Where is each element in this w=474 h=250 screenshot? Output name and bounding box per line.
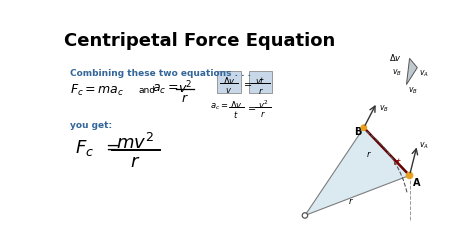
FancyBboxPatch shape (249, 72, 273, 94)
Text: $t$: $t$ (233, 109, 239, 120)
Text: $=$: $=$ (242, 78, 253, 88)
Polygon shape (406, 59, 417, 85)
Text: $a_c =$: $a_c =$ (210, 101, 229, 112)
Polygon shape (305, 128, 410, 216)
Text: $v^2$: $v^2$ (258, 98, 268, 110)
Circle shape (406, 173, 413, 179)
Text: $v_B$: $v_B$ (379, 103, 388, 113)
Text: $r$: $r$ (181, 91, 189, 104)
Text: and: and (138, 85, 155, 94)
Text: $r$: $r$ (348, 195, 354, 205)
Text: B: B (355, 127, 362, 136)
Text: $v_A$: $v_A$ (419, 68, 428, 79)
Text: $r$: $r$ (258, 85, 264, 95)
Text: $mv^2$: $mv^2$ (116, 132, 154, 152)
Text: $v_B$: $v_B$ (392, 67, 402, 78)
Text: $vt$: $vt$ (392, 155, 403, 166)
Circle shape (302, 213, 308, 218)
Text: $=$: $=$ (102, 137, 120, 155)
Text: you get:: you get: (70, 120, 112, 130)
Text: $v$: $v$ (226, 85, 233, 94)
Text: $v_B$: $v_B$ (408, 85, 418, 96)
Text: $v^2$: $v^2$ (177, 79, 192, 96)
Text: Combining these two equations . . .: Combining these two equations . . . (70, 68, 251, 77)
Text: $r$: $r$ (130, 152, 140, 170)
Text: $=$: $=$ (246, 101, 257, 111)
Text: $\Delta v$: $\Delta v$ (223, 74, 236, 86)
Text: $F_c = ma_c$: $F_c = ma_c$ (70, 82, 124, 97)
Text: $r$: $r$ (260, 109, 266, 119)
Text: A: A (413, 177, 421, 187)
Text: $vt$: $vt$ (255, 74, 266, 86)
Text: $v_A$: $v_A$ (419, 140, 428, 150)
Text: $\Delta v$: $\Delta v$ (389, 52, 402, 62)
Text: $F_c$: $F_c$ (75, 137, 94, 157)
FancyBboxPatch shape (218, 72, 241, 94)
Text: $\Delta v$: $\Delta v$ (229, 98, 242, 109)
Text: $r$: $r$ (366, 149, 372, 159)
Text: Centripetal Force Equation: Centripetal Force Equation (64, 32, 335, 50)
Circle shape (361, 126, 366, 131)
Text: $a_c =$: $a_c =$ (152, 82, 179, 95)
